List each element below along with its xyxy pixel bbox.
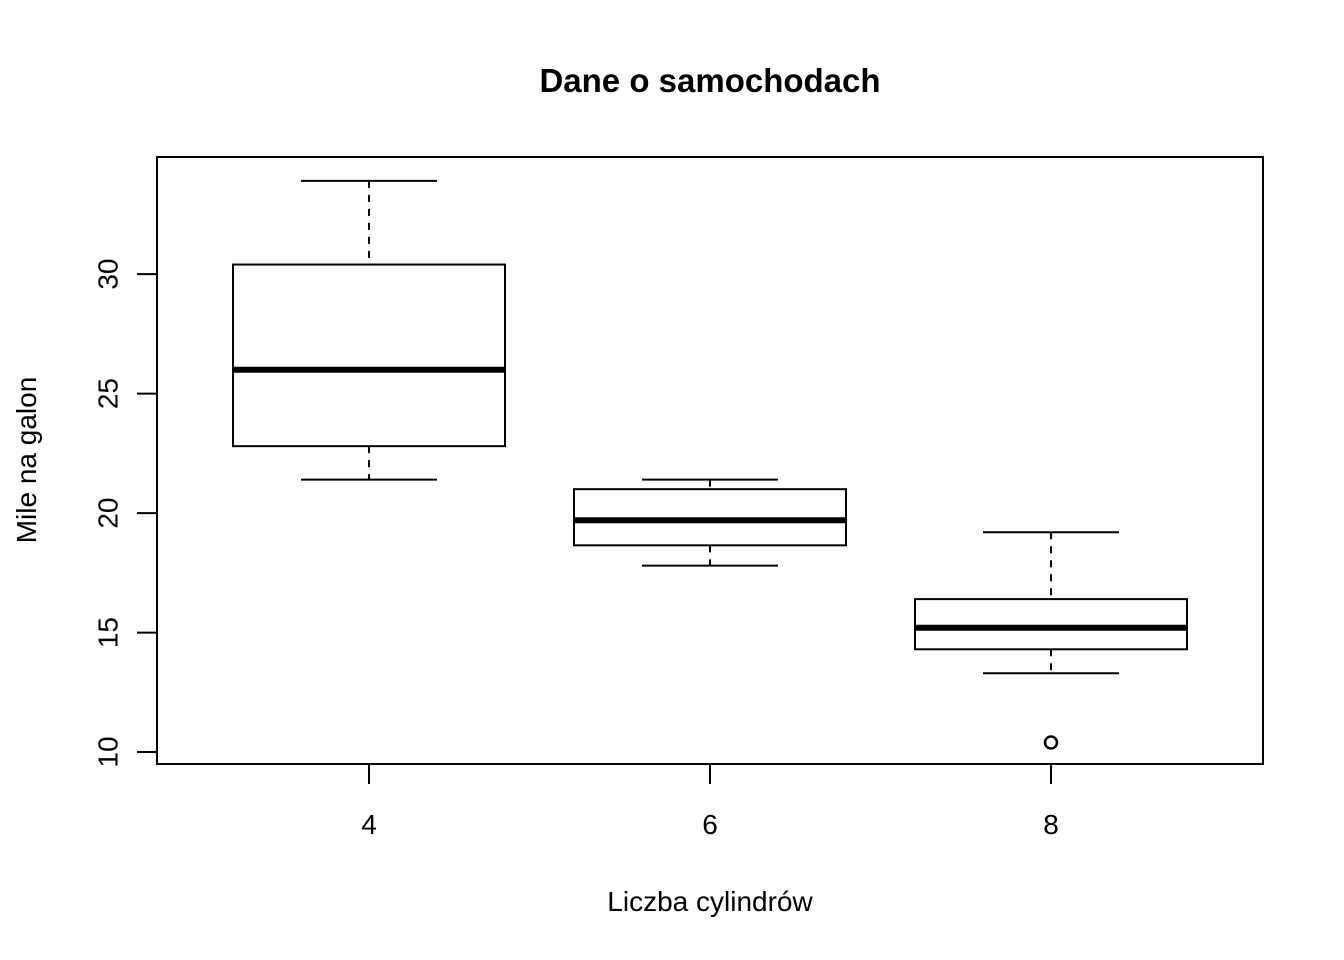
x-axis-label: Liczba cylindrów [607, 886, 813, 917]
y-tick-label: 20 [92, 497, 123, 528]
y-axis: 10 15 20 25 30 [92, 259, 158, 768]
iqr-box [914, 598, 1188, 651]
box-group [914, 531, 1188, 750]
iqr-box [232, 263, 506, 448]
outlier-point [1043, 735, 1059, 750]
y-tick-label: 25 [92, 378, 123, 409]
y-axis-label: Mile na galon [11, 377, 42, 544]
chart-title: Dane o samochodach [539, 62, 880, 99]
box-group [573, 478, 847, 567]
box-series [232, 179, 1188, 750]
y-tick-label: 10 [92, 736, 123, 767]
y-tick-label: 30 [92, 259, 123, 290]
box-group [232, 179, 506, 481]
y-tick-label: 15 [92, 617, 123, 648]
x-axis: 4 6 8 [361, 763, 1059, 840]
x-tick-label: 8 [1043, 809, 1059, 840]
x-tick-label: 6 [702, 809, 718, 840]
x-tick-label: 4 [361, 809, 377, 840]
